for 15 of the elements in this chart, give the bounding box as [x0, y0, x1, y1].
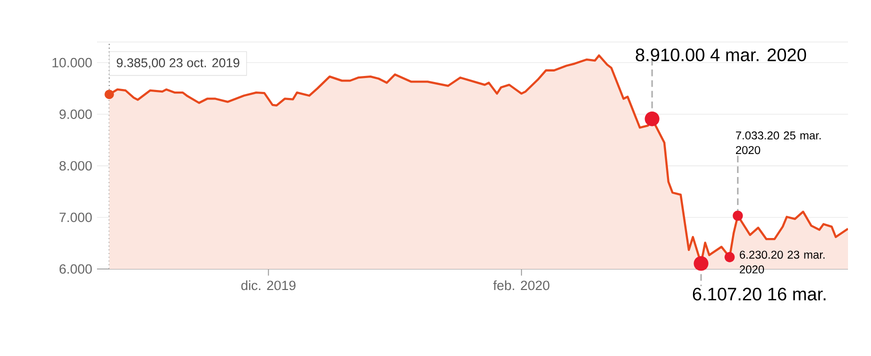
- annotation: 8.910.00 4 mar. 2020: [636, 48, 806, 62]
- y-tick-label: 7.000: [60, 212, 92, 222]
- annotation: 9.385,00 23 oct. 2019: [116, 58, 240, 69]
- point: [104, 90, 114, 100]
- annotation: 6.230.20 23 mar. 2020: [740, 250, 825, 274]
- x-tick-label: dic. 2019: [241, 280, 296, 290]
- point: [724, 252, 735, 262]
- x-tick-label: feb. 2020: [493, 280, 550, 290]
- y-tick-label: 10.000: [52, 58, 92, 68]
- y-tick-label: 8.000: [60, 161, 92, 171]
- annotation: 6.107.20 16 mar.: [692, 288, 826, 300]
- annotation: 7.033.20 25 mar. 2020: [736, 131, 821, 154]
- y-tick-label: 9.000: [60, 110, 92, 119]
- point: [732, 210, 743, 221]
- y-tick-label: 6.000: [60, 264, 92, 274]
